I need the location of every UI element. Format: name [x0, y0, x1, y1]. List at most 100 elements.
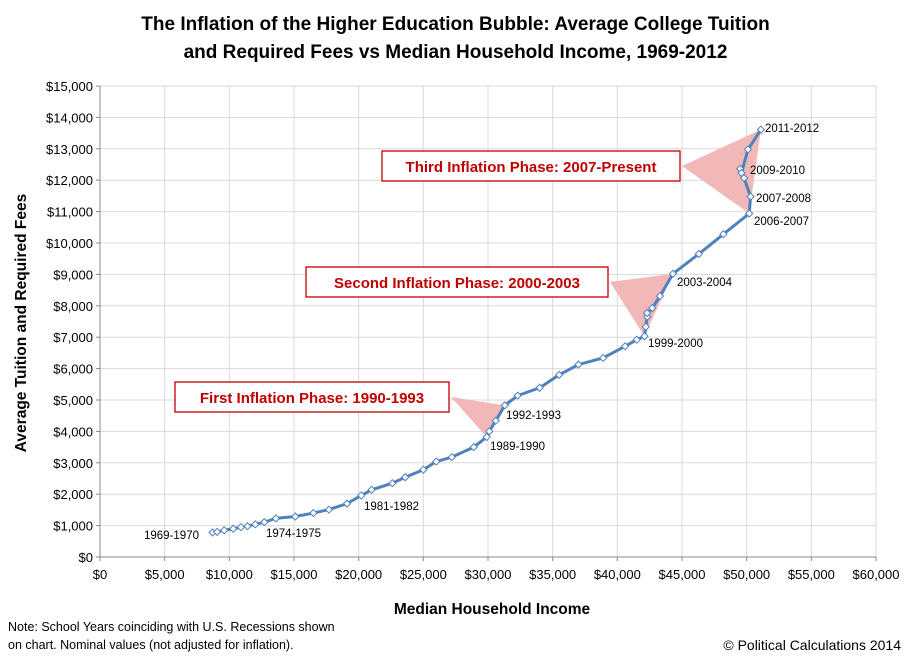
- data-point: [513, 391, 522, 400]
- data-point: [620, 342, 630, 351]
- y-axis-label: Average Tuition and Required Fees: [13, 194, 30, 452]
- annotation-callout: Second Inflation Phase: 2000-2003: [305, 266, 673, 337]
- x-tick-label: $5,000: [145, 567, 185, 582]
- x-tick-label: $35,000: [529, 567, 576, 582]
- y-tick-label: $13,000: [46, 142, 93, 157]
- data-point: [388, 479, 397, 488]
- data-point: [485, 427, 494, 436]
- data-point: [212, 527, 222, 537]
- data-point: [535, 383, 544, 392]
- point-label: 1969-1970: [144, 530, 199, 542]
- x-tick-label: $15,000: [271, 567, 318, 582]
- data-point: [641, 322, 650, 332]
- data-point: [432, 457, 441, 466]
- annotation-label: Second Inflation Phase: 2000-2003: [334, 275, 580, 292]
- y-tick-label: $7,000: [53, 330, 93, 345]
- x-tick-label: $30,000: [465, 567, 512, 582]
- y-tick-label: $15,000: [46, 79, 93, 94]
- point-label: 1999-2000: [648, 338, 703, 350]
- point-label: 2009-2010: [750, 165, 805, 177]
- data-point: [737, 168, 746, 178]
- data-point: [271, 514, 281, 523]
- x-tick-label: $20,000: [335, 567, 382, 582]
- data-point: [447, 452, 456, 462]
- data-point: [632, 335, 641, 344]
- y-tick-label: $6,000: [53, 362, 93, 377]
- series-line: [212, 128, 763, 534]
- point-label: 1989-1990: [490, 441, 545, 453]
- data-point: [482, 432, 491, 442]
- tick-labels: $0 $1,000 $2,000 $3,000 $4,000 $5,000 $6,000 $7…: [46, 79, 900, 582]
- annotation-pointer: [610, 273, 673, 337]
- axes: [96, 85, 877, 561]
- data-point: [745, 209, 754, 218]
- point-label: 1974-1975: [266, 528, 321, 540]
- data-point: [250, 520, 260, 529]
- y-tick-label: $10,000: [46, 236, 93, 251]
- data-point: [642, 308, 652, 318]
- series-group: [208, 125, 766, 537]
- y-tick-label: $12,000: [46, 173, 93, 188]
- y-tick-label: $14,000: [46, 110, 93, 125]
- chart-note-line-1: Note: School Years coinciding with U.S. …: [8, 620, 335, 634]
- point-label: 1981-1982: [364, 501, 419, 513]
- chart-title-line-1: The Inflation of the Higher Education Bu…: [141, 14, 770, 35]
- data-point: [243, 522, 252, 531]
- data-point: [291, 512, 300, 521]
- y-tick-label: $11,000: [47, 205, 93, 220]
- annotation-callouts: First Inflation Phase: 1990-1993 Second I…: [174, 129, 761, 438]
- point-labels: 1969-1970 1974-1975 1981-1982 1989-1990 1992…: [144, 123, 819, 542]
- data-point: [746, 192, 755, 201]
- annotation-box: [174, 381, 450, 413]
- x-tick-label: $0: [93, 567, 107, 582]
- y-tick-label: $9,000: [53, 267, 93, 282]
- annotation-label: First Inflation Phase: 1990-1993: [200, 390, 424, 407]
- x-axis-label: Median Household Income: [394, 601, 591, 618]
- x-tick-label: $60,000: [853, 567, 900, 582]
- copyright-text: © Political Calculations 2014: [723, 637, 901, 653]
- y-tick-label: $0: [79, 550, 93, 565]
- x-tick-label: $55,000: [788, 567, 835, 582]
- data-point: [219, 526, 229, 535]
- data-point: [419, 465, 428, 474]
- data-point: [719, 230, 728, 239]
- x-tick-label: $40,000: [594, 567, 641, 582]
- data-point: [260, 517, 269, 527]
- y-tick-label: $8,000: [53, 299, 93, 314]
- data-point: [324, 505, 334, 514]
- data-point: [342, 499, 352, 508]
- point-label: 1992-1993: [506, 410, 561, 422]
- annotation-callout: First Inflation Phase: 1990-1993: [174, 381, 505, 438]
- data-point: [655, 291, 665, 301]
- x-tick-label: $10,000: [206, 567, 253, 582]
- data-point: [309, 508, 318, 518]
- x-tick-label: $45,000: [659, 567, 706, 582]
- point-label: 2006-2007: [754, 216, 809, 228]
- data-point: [756, 125, 766, 134]
- data-point: [469, 442, 478, 452]
- x-tick-label: $50,000: [723, 567, 770, 582]
- data-point: [491, 416, 500, 425]
- y-tick-label: $2,000: [53, 487, 93, 502]
- data-point: [401, 473, 410, 482]
- data-point: [367, 485, 376, 495]
- data-point: [648, 303, 657, 313]
- data-point: [236, 522, 246, 532]
- data-point: [574, 360, 583, 369]
- annotation-box: [381, 150, 681, 182]
- data-point: [598, 353, 608, 363]
- annotation-pointer: [682, 129, 761, 214]
- annotation-callout: Third Inflation Phase: 2007-Present: [381, 129, 761, 214]
- data-point: [694, 249, 704, 259]
- point-label: 2003-2004: [677, 277, 733, 289]
- chart-title-line-2: and Required Fees vs Median Household In…: [183, 42, 728, 63]
- annotation-box: [305, 266, 609, 298]
- data-point: [229, 524, 238, 533]
- chart-note-line-2: on chart. Nominal values (not adjusted f…: [8, 638, 294, 652]
- y-tick-label: $5,000: [53, 393, 93, 408]
- data-point: [668, 269, 678, 278]
- point-label: 2011-2012: [765, 123, 819, 135]
- data-point: [357, 491, 366, 500]
- data-point: [500, 401, 510, 410]
